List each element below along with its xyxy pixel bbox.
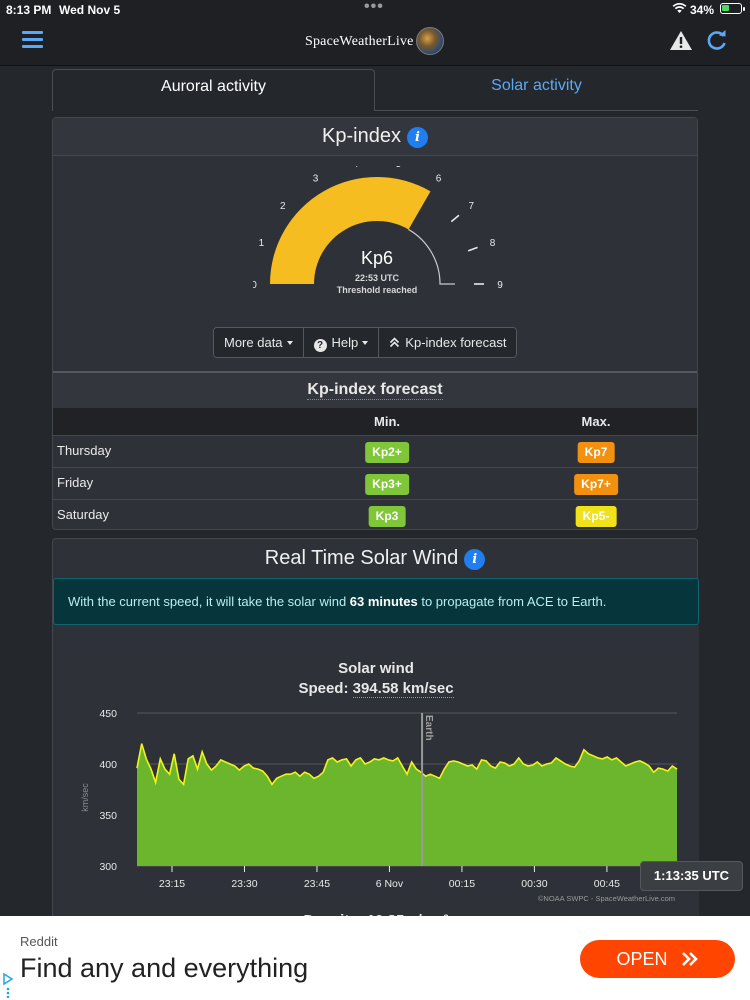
y-tick-label: 450 xyxy=(99,708,117,720)
max-column-header: Max. xyxy=(581,414,611,429)
x-tick-label: 00:30 xyxy=(521,878,547,890)
menu-hamburger-icon[interactable] xyxy=(22,31,43,49)
tab-auroral-activity[interactable]: Auroral activity xyxy=(52,69,375,111)
earth-marker-label: Earth xyxy=(423,715,434,741)
more-data-button[interactable]: More data xyxy=(214,328,304,357)
kp-gauge-fill xyxy=(270,177,431,284)
y-axis-label: km/sec xyxy=(80,783,90,812)
table-header-row: Min. Max. xyxy=(53,408,697,435)
ad-headline: Find any and everything xyxy=(20,953,309,983)
wifi-icon xyxy=(672,2,687,13)
solar-wind-info-icon[interactable]: i xyxy=(464,549,486,570)
help-button[interactable]: ? Help xyxy=(303,328,380,357)
x-tick-label: 00:45 xyxy=(594,878,620,890)
kp-index-title: Kp-index xyxy=(322,125,401,147)
kp-gauge-tick-label: 2 xyxy=(280,201,286,212)
kp-forecast-title: Kp-index forecast xyxy=(307,381,443,400)
x-tick-label: 23:30 xyxy=(231,878,257,890)
solar-wind-chart: Solar wind Speed: 394.58 km/sec 300 350 40… xyxy=(53,625,699,945)
wind-speed-line xyxy=(136,743,678,787)
propagation-notice: With the current speed, it will take the… xyxy=(53,578,699,625)
kp-forecast-table: Min. Max. Thursday Kp2+ Kp7 Friday Kp3+ … xyxy=(53,408,697,531)
kp-gauge-tick-mark xyxy=(467,246,478,252)
site-brand-title[interactable]: SpaceWeatherLive xyxy=(305,34,414,49)
solar-wind-card: Real Time Solar Wind i With the current s… xyxy=(52,538,699,945)
double-chevron-right-icon xyxy=(681,952,698,966)
tab-solar-activity[interactable]: Solar activity xyxy=(491,77,582,94)
status-time: 8:13 PM xyxy=(6,3,52,17)
table-row: Thursday Kp2+ Kp7 xyxy=(53,435,697,467)
battery-icon xyxy=(720,3,745,14)
kp-gauge-tick-label: 4 xyxy=(353,166,359,170)
table-row: Saturday Kp3 Kp5- xyxy=(53,499,697,531)
ad-brand: Reddit xyxy=(20,934,58,949)
kp-gauge-tick-label: 7 xyxy=(468,201,474,212)
x-tick-label: 6 Nov xyxy=(376,878,404,890)
kp-gauge-time: 22:53 UTC xyxy=(355,273,400,283)
double-chevron-up-icon xyxy=(390,337,400,348)
chart-credit: ©NOAA SWPC - SpaceWeatherLive.com xyxy=(538,894,675,903)
kp-forecast-header: Kp-index forecast xyxy=(53,371,697,408)
kp-gauge-tick-mark xyxy=(450,214,460,223)
chart-title: Solar wind Speed: 394.58 km/sec xyxy=(298,660,454,698)
forecast-day: Saturday xyxy=(57,507,110,522)
kp-min-badge: Kp3+ xyxy=(365,474,409,495)
x-tick-label: 00:15 xyxy=(449,878,475,890)
wind-speed-value[interactable]: 394.58 km/sec xyxy=(352,680,454,698)
activity-tabs: Auroral activity Solar activity xyxy=(52,69,698,111)
top-navbar: SpaceWeatherLive xyxy=(0,18,750,66)
kp-forecast-button[interactable]: Kp-index forecast xyxy=(379,328,517,357)
forecast-day: Thursday xyxy=(57,443,112,458)
kp-gauge-tick-label: 6 xyxy=(436,173,442,184)
kp-max-badge: Kp7+ xyxy=(574,474,618,495)
kp-max-badge: Kp7 xyxy=(577,442,615,463)
help-circle-icon: ? xyxy=(313,339,327,352)
alert-warning-icon[interactable] xyxy=(669,30,693,51)
chevron-down-icon xyxy=(362,341,369,345)
multitasking-dots-icon[interactable]: ••• xyxy=(364,0,384,15)
status-date: Wed Nov 5 xyxy=(59,3,121,17)
y-tick-label: 400 xyxy=(99,759,117,771)
kp-min-badge: Kp2+ xyxy=(365,442,409,463)
advertisement-banner[interactable]: Reddit Find any and everything OPEN xyxy=(0,916,750,1000)
chevron-down-icon xyxy=(286,341,293,345)
ad-open-button[interactable]: OPEN xyxy=(580,940,735,978)
status-bar: 8:13 PM Wed Nov 5 ••• 34% xyxy=(0,0,750,18)
utc-clock-badge: 1:13:35 UTC xyxy=(640,861,743,891)
kp-gauge-tick-label: 0 xyxy=(253,280,257,291)
kp-gauge-value: Kp6 xyxy=(361,248,393,268)
min-column-header: Min. xyxy=(374,414,400,429)
propagation-time: 63 minutes xyxy=(349,594,418,609)
y-tick-label: 350 xyxy=(99,810,117,822)
kp-info-icon[interactable]: i xyxy=(406,127,428,148)
kp-gauge: 0 1 2 3 4 5 6 7 8 9 Kp6 22:53 UTC Threshold reach… xyxy=(253,166,503,295)
forecast-day: Friday xyxy=(57,475,94,490)
solar-wind-plot[interactable]: 300 350 400 450 km/sec 23:15 23:30 23:45 6 Nov 0… xyxy=(53,625,699,945)
y-tick-label: 300 xyxy=(99,861,117,873)
adchoices-icon[interactable] xyxy=(2,972,14,998)
kp-gauge-status: Threshold reached xyxy=(337,285,418,295)
kp-button-group: More data ? Help Kp-index forecast xyxy=(213,327,518,358)
kp-max-badge: Kp5- xyxy=(575,506,617,527)
solar-wind-header: Real Time Solar Wind i xyxy=(53,539,697,577)
wind-speed-area xyxy=(137,743,677,866)
x-tick-label: 23:45 xyxy=(304,878,330,890)
table-row: Friday Kp3+ Kp7+ xyxy=(53,467,697,499)
site-logo-globe-icon[interactable] xyxy=(416,27,444,55)
kp-index-header: Kp-index i xyxy=(53,118,697,156)
kp-gauge-tick-label: 1 xyxy=(259,238,265,249)
solar-wind-title: Real Time Solar Wind xyxy=(264,547,459,569)
kp-gauge-tick-label: 5 xyxy=(396,166,402,170)
x-tick-label: 23:15 xyxy=(159,878,185,890)
refresh-icon[interactable] xyxy=(706,29,728,51)
kp-gauge-tick-label: 9 xyxy=(497,280,503,291)
kp-min-badge: Kp3 xyxy=(368,506,406,527)
kp-gauge-tick-label: 3 xyxy=(313,173,319,184)
kp-gauge-tick-label: 8 xyxy=(490,238,496,249)
battery-percentage: 34% xyxy=(690,3,715,17)
